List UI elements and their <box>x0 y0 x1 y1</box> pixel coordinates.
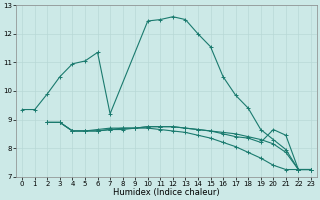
X-axis label: Humidex (Indice chaleur): Humidex (Indice chaleur) <box>113 188 220 197</box>
